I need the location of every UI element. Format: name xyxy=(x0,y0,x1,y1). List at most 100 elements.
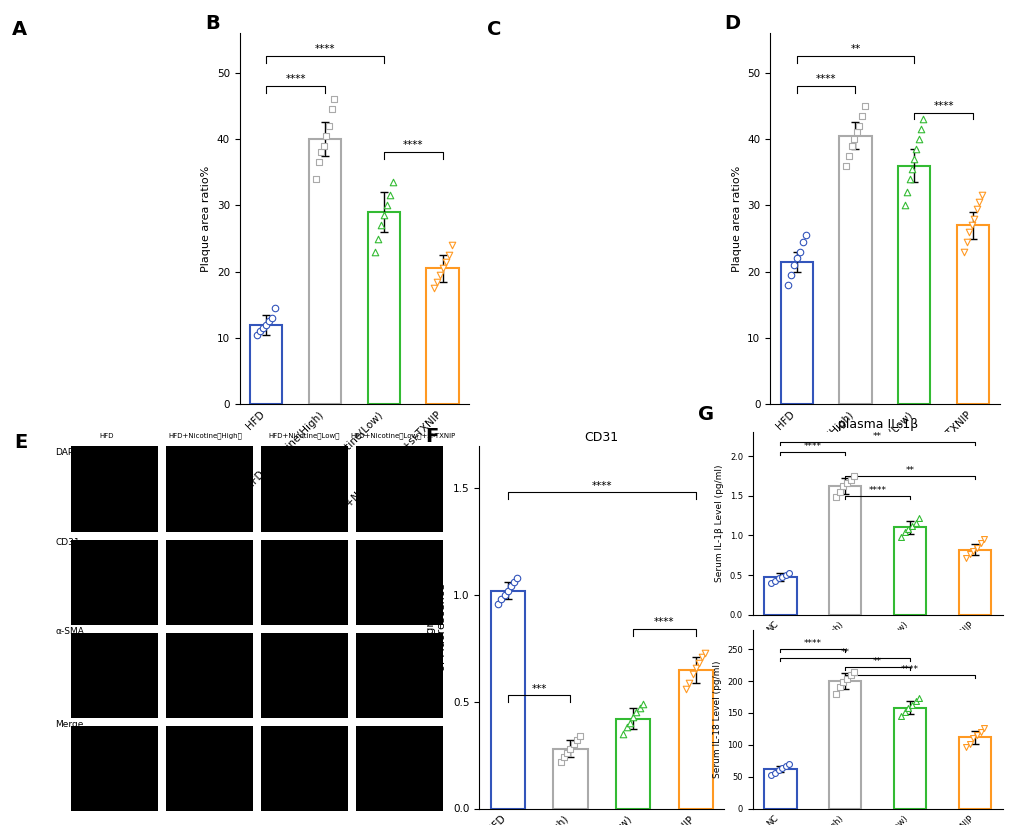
Text: D: D xyxy=(723,14,740,34)
Point xyxy=(957,551,973,564)
Point xyxy=(965,212,981,225)
FancyBboxPatch shape xyxy=(356,726,442,811)
FancyBboxPatch shape xyxy=(356,540,442,625)
Point xyxy=(896,199,912,212)
FancyBboxPatch shape xyxy=(165,633,253,718)
Point xyxy=(975,533,991,546)
Point xyxy=(428,275,444,288)
Point xyxy=(845,133,861,146)
Point xyxy=(569,733,585,747)
Point xyxy=(572,729,588,742)
Text: **: ** xyxy=(872,658,881,667)
Point xyxy=(264,312,280,325)
Text: **: ** xyxy=(850,45,860,54)
FancyBboxPatch shape xyxy=(261,446,347,532)
Bar xyxy=(958,549,990,615)
Text: HFD: HFD xyxy=(99,433,114,439)
Point xyxy=(785,258,801,271)
Point xyxy=(797,229,813,242)
FancyBboxPatch shape xyxy=(261,540,347,625)
Bar xyxy=(828,486,861,615)
Bar xyxy=(490,591,525,808)
Point xyxy=(565,738,581,751)
Point xyxy=(903,698,919,711)
FancyBboxPatch shape xyxy=(70,633,158,718)
Bar xyxy=(893,527,925,615)
FancyBboxPatch shape xyxy=(165,726,253,811)
Text: ****: **** xyxy=(932,101,953,111)
Point xyxy=(788,252,804,265)
Bar xyxy=(956,225,988,404)
Point xyxy=(618,721,634,734)
Point xyxy=(850,119,866,132)
Point xyxy=(968,202,984,215)
Point xyxy=(493,592,510,606)
Point xyxy=(431,268,447,281)
Bar xyxy=(367,212,399,404)
Point xyxy=(782,268,798,281)
Point xyxy=(776,760,793,773)
Point xyxy=(781,567,797,580)
Text: ****: **** xyxy=(900,665,918,674)
Point xyxy=(625,710,641,724)
Text: Merge: Merge xyxy=(55,719,84,728)
Point xyxy=(499,584,516,597)
Point xyxy=(425,281,441,295)
Point xyxy=(973,189,989,202)
Point xyxy=(958,235,974,248)
Point xyxy=(975,722,991,735)
Point xyxy=(961,737,977,750)
Title: plasma IL-1β: plasma IL-1β xyxy=(837,418,917,431)
Point xyxy=(440,248,457,262)
Bar xyxy=(678,670,712,808)
Point xyxy=(372,219,388,232)
Text: ***: *** xyxy=(531,684,546,694)
Point xyxy=(901,172,917,186)
Text: ****: **** xyxy=(868,486,886,495)
Point xyxy=(912,123,928,136)
Point xyxy=(835,479,851,493)
Point xyxy=(791,245,807,258)
Point xyxy=(846,665,862,678)
Y-axis label: Serum IL-1β Level (pg/ml): Serum IL-1β Level (pg/ml) xyxy=(714,464,723,582)
Text: HFD+Nicotine（Low）+si-TXNIP: HFD+Nicotine（Low）+si-TXNIP xyxy=(350,433,455,440)
Point xyxy=(899,186,915,199)
Point xyxy=(908,143,924,156)
Point xyxy=(315,139,331,153)
Point xyxy=(963,219,979,232)
Point xyxy=(505,576,522,589)
Point xyxy=(840,149,856,163)
Point xyxy=(378,199,394,212)
Point xyxy=(320,119,336,132)
Point xyxy=(690,657,706,670)
FancyBboxPatch shape xyxy=(70,726,158,811)
Point xyxy=(255,322,271,335)
Point xyxy=(848,126,864,139)
Point xyxy=(964,544,980,558)
Point xyxy=(769,764,786,777)
Point xyxy=(762,769,779,782)
Point xyxy=(369,232,385,245)
Point xyxy=(835,676,851,689)
Text: ****: **** xyxy=(815,74,836,84)
Y-axis label: Relative Integrated Density
of Fluorescence: Relative Integrated Density of Fluoresce… xyxy=(426,550,447,704)
Point xyxy=(381,189,397,202)
Point xyxy=(697,646,713,659)
Point xyxy=(634,697,650,710)
Point xyxy=(971,725,987,738)
Point xyxy=(968,541,984,554)
Point xyxy=(308,172,324,186)
Point xyxy=(614,727,631,740)
Point xyxy=(853,109,869,122)
Point xyxy=(830,485,847,498)
Text: ****: **** xyxy=(653,617,675,627)
Point xyxy=(434,262,450,275)
Bar xyxy=(780,262,812,404)
Point xyxy=(249,328,265,342)
FancyBboxPatch shape xyxy=(356,633,442,718)
Point xyxy=(261,315,277,328)
Point xyxy=(684,667,700,681)
Point xyxy=(842,668,858,681)
Bar xyxy=(897,166,929,404)
Point xyxy=(558,747,575,760)
